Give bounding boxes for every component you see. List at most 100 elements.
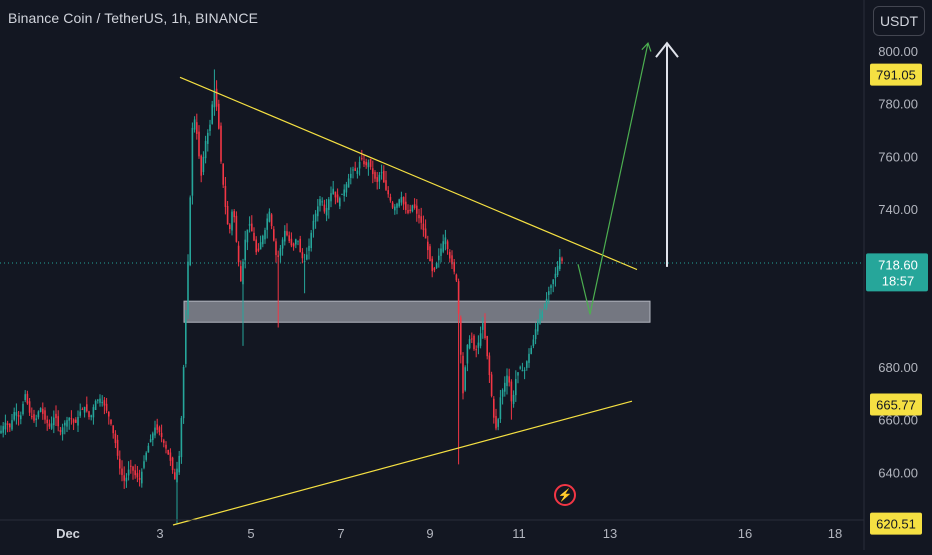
candle-body (235, 215, 238, 242)
projection-arrowhead (641, 41, 652, 52)
candle-body (141, 471, 143, 484)
candle-body (244, 239, 246, 261)
candle-body (493, 398, 495, 418)
price-label-box (870, 63, 922, 86)
candle-body (119, 458, 121, 469)
candle-body (356, 170, 359, 174)
candle-body (486, 336, 488, 357)
candle-body (154, 427, 156, 436)
candle-body (534, 329, 537, 340)
candle-body (31, 416, 33, 418)
descending-trendline[interactable] (179, 76, 638, 271)
candle-body (506, 375, 508, 386)
candle-body (422, 223, 425, 231)
candle-body (444, 237, 447, 245)
y-tick-label: 640.00 (878, 465, 918, 480)
candle-body (442, 241, 444, 252)
candle-body (523, 369, 526, 371)
lightning-icon[interactable]: ⚡ (554, 484, 576, 506)
x-tick-label: 9 (426, 526, 433, 541)
candle-body (479, 333, 482, 346)
candle-body (75, 419, 77, 423)
candle-body (499, 397, 502, 420)
ascending-trendline[interactable] (172, 400, 633, 526)
candle-body (394, 206, 396, 211)
candle-body (312, 220, 315, 230)
candle-body (189, 197, 191, 265)
candle-body (284, 230, 286, 242)
candle-body (35, 418, 37, 420)
candle-body (108, 411, 110, 417)
candle-body (182, 366, 185, 419)
candle-body (224, 185, 227, 207)
candle-body (383, 170, 385, 183)
chart-title: Binance Coin / TetherUS, 1h, BINANCE (8, 10, 259, 26)
candle-body (28, 401, 31, 413)
candle-body (541, 311, 543, 319)
candle-body (332, 188, 334, 195)
target-arrowhead (655, 41, 679, 58)
y-tick-label: 760.00 (878, 149, 918, 164)
candle-body (407, 210, 409, 213)
bar-countdown-label: 18:57 (882, 273, 915, 288)
candle-body (559, 257, 561, 270)
x-tick-label: 5 (247, 526, 254, 541)
candle-body (545, 298, 548, 308)
candle-body (255, 239, 257, 253)
y-tick-label: 680.00 (878, 360, 918, 375)
x-tick-label: Dec (56, 526, 80, 541)
candle-body (374, 172, 376, 179)
y-tick-label: 740.00 (878, 202, 918, 217)
projection-path[interactable] (577, 42, 649, 315)
candle-body (116, 439, 119, 456)
candle-body (15, 412, 18, 416)
candle-body (427, 241, 429, 251)
candle-body (246, 229, 249, 243)
candle-body (330, 193, 332, 202)
price-label-box (870, 393, 922, 416)
candle-body (99, 398, 101, 403)
candle-body (220, 125, 222, 162)
candle-body (411, 205, 414, 212)
candle-body (20, 415, 22, 420)
candle-body (13, 412, 15, 420)
candle-body (273, 229, 275, 241)
candle-body (9, 423, 11, 428)
candle-body (347, 178, 350, 188)
candle-body (145, 452, 147, 460)
candle-body (345, 184, 348, 193)
candle-body (352, 169, 354, 171)
candle-body (42, 408, 44, 414)
candle-body (48, 423, 51, 427)
currency-button[interactable]: USDT (873, 6, 925, 36)
candle-body (435, 262, 438, 268)
candle-body (543, 307, 546, 309)
candle-body (114, 433, 117, 444)
candle-body (264, 230, 266, 240)
support-zone[interactable] (183, 300, 651, 323)
candle-body (134, 470, 136, 476)
candle-body (262, 235, 264, 245)
candle-body (471, 338, 473, 340)
candle-body (358, 161, 361, 169)
candle-body (176, 468, 178, 483)
candle-body (530, 348, 532, 354)
candle-body (61, 427, 64, 435)
candle-body (68, 417, 70, 421)
candle-body (94, 400, 97, 410)
candle-body (466, 344, 469, 364)
candle-body (167, 449, 169, 455)
candle-body (46, 419, 48, 424)
candle-body (301, 252, 304, 259)
candle-body (55, 413, 57, 419)
candle-body (319, 199, 321, 206)
candle-body (537, 321, 539, 332)
candle-body (11, 420, 13, 430)
candle-body (266, 218, 268, 230)
candle-body (22, 403, 24, 415)
candle-body (83, 406, 86, 413)
candle-body (361, 158, 363, 160)
candle-body (178, 455, 180, 473)
